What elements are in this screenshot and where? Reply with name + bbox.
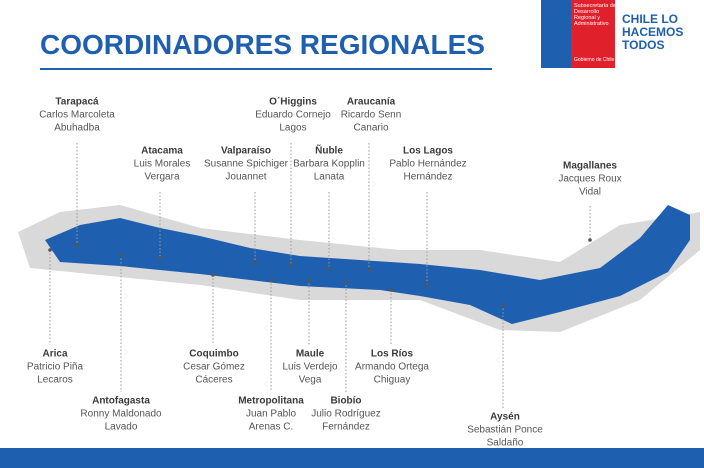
coordinator-name: Susanne Spichiger (204, 158, 289, 169)
coordinator-name: Vidal (579, 186, 601, 197)
coordinator-name: Ricardo Senn (341, 109, 402, 120)
leader-dot (588, 238, 592, 242)
coordinator-name: Jouannet (225, 171, 266, 182)
leader-dot (501, 303, 505, 307)
coordinator-name: Barbara Kopplin (293, 158, 365, 169)
logo-agency: Subsecretaría de (574, 3, 616, 9)
leader-dot (367, 268, 371, 272)
leader-dot (327, 266, 331, 270)
region-name: Valparaíso (221, 145, 271, 156)
region-name: Los Ríos (371, 348, 414, 359)
region-name: Biobío (330, 395, 361, 406)
region-name: Ñuble (315, 143, 343, 156)
region-name: Los Lagos (403, 145, 453, 156)
coordinator-name: Juan Pablo (246, 408, 296, 419)
leader-dot (344, 280, 348, 284)
region-name: Arica (42, 348, 67, 359)
logo-red (571, 0, 615, 68)
coordinator-name: Vergara (144, 171, 179, 182)
coordinator-name: Hernández (404, 171, 453, 182)
coordinator-name: Sebastián Ponce (467, 424, 543, 435)
coordinator-name: Patricio Piña (27, 361, 84, 372)
coordinator-name: Ronny Maldonado (80, 408, 162, 419)
region-name: Magallanes (563, 160, 617, 171)
coordinator-name: Lagos (279, 122, 306, 133)
coordinator-name: Julio Rodríguez (311, 408, 380, 419)
coordinator-name: Pablo Hernández (389, 158, 466, 169)
leader-dot (289, 263, 293, 267)
coordinator-name: Arenas C. (249, 421, 293, 432)
coordinator-name: Cáceres (195, 374, 232, 385)
region-name: Tarapacá (55, 96, 99, 107)
leader-dot (211, 273, 215, 277)
logo-agency: Administrativo (574, 21, 609, 27)
region-name: Coquimbo (189, 348, 238, 359)
region-name: Araucanía (347, 96, 396, 107)
region-name: Metropolitana (238, 395, 304, 406)
chile-map (45, 205, 690, 324)
leader-dot (158, 256, 162, 260)
footer-bar (0, 448, 704, 468)
labels: Tarapacá Carlos Marcoleta Abuhadba Atacama L… (27, 96, 622, 448)
coordinator-name: Canario (353, 122, 388, 133)
region-name: O´Higgins (269, 96, 317, 107)
title: COORDINADORES REGIONALES (40, 29, 485, 60)
region-name: Antofagasta (92, 395, 150, 406)
slogan: CHILE LO (622, 12, 678, 26)
coordinator-name: Luis Verdejo (282, 361, 337, 372)
region-name: Atacama (141, 145, 183, 156)
coordinator-name: Vega (299, 374, 322, 385)
leader-dot (75, 243, 79, 247)
coordinator-name: Jacques Roux (558, 173, 621, 184)
leader-dot (389, 288, 393, 292)
leader-dot (307, 278, 311, 282)
coordinator-name: Lecaros (37, 374, 73, 385)
leader-dot (425, 283, 429, 287)
logo-blue (541, 0, 575, 68)
region-name: Aysén (490, 411, 520, 422)
leader-dot (119, 253, 123, 257)
coordinator-name: Abuhadba (54, 122, 100, 133)
slogan: TODOS (622, 38, 664, 52)
title-underline (40, 68, 492, 70)
coordinator-name: Armando Ortega (355, 361, 429, 372)
leader-dot (48, 248, 52, 252)
leader-dot (269, 278, 273, 282)
coordinator-name: Fernández (322, 421, 370, 432)
coordinator-name: Chiguay (374, 374, 411, 385)
coordinator-name: Luis Morales (134, 158, 191, 169)
coordinator-name: Eduardo Cornejo (255, 109, 331, 120)
coordinator-name: Carlos Marcoleta (39, 109, 115, 120)
region-name: Maule (296, 348, 325, 359)
slogan: HACEMOS (622, 25, 683, 39)
coordinator-name: Cesar Gómez (183, 361, 245, 372)
coordinator-name: Lavado (105, 421, 138, 432)
logo-government: Gobierno de Chile (574, 57, 615, 63)
logo: Subsecretaría de Desarrollo Regional y A… (541, 0, 683, 68)
logo-agency: Desarrollo (574, 9, 599, 15)
leader-dot (253, 260, 257, 264)
coordinator-name: Lanata (314, 171, 345, 182)
coordinator-name: Saldaño (487, 437, 524, 448)
logo-agency: Regional y (574, 15, 600, 21)
